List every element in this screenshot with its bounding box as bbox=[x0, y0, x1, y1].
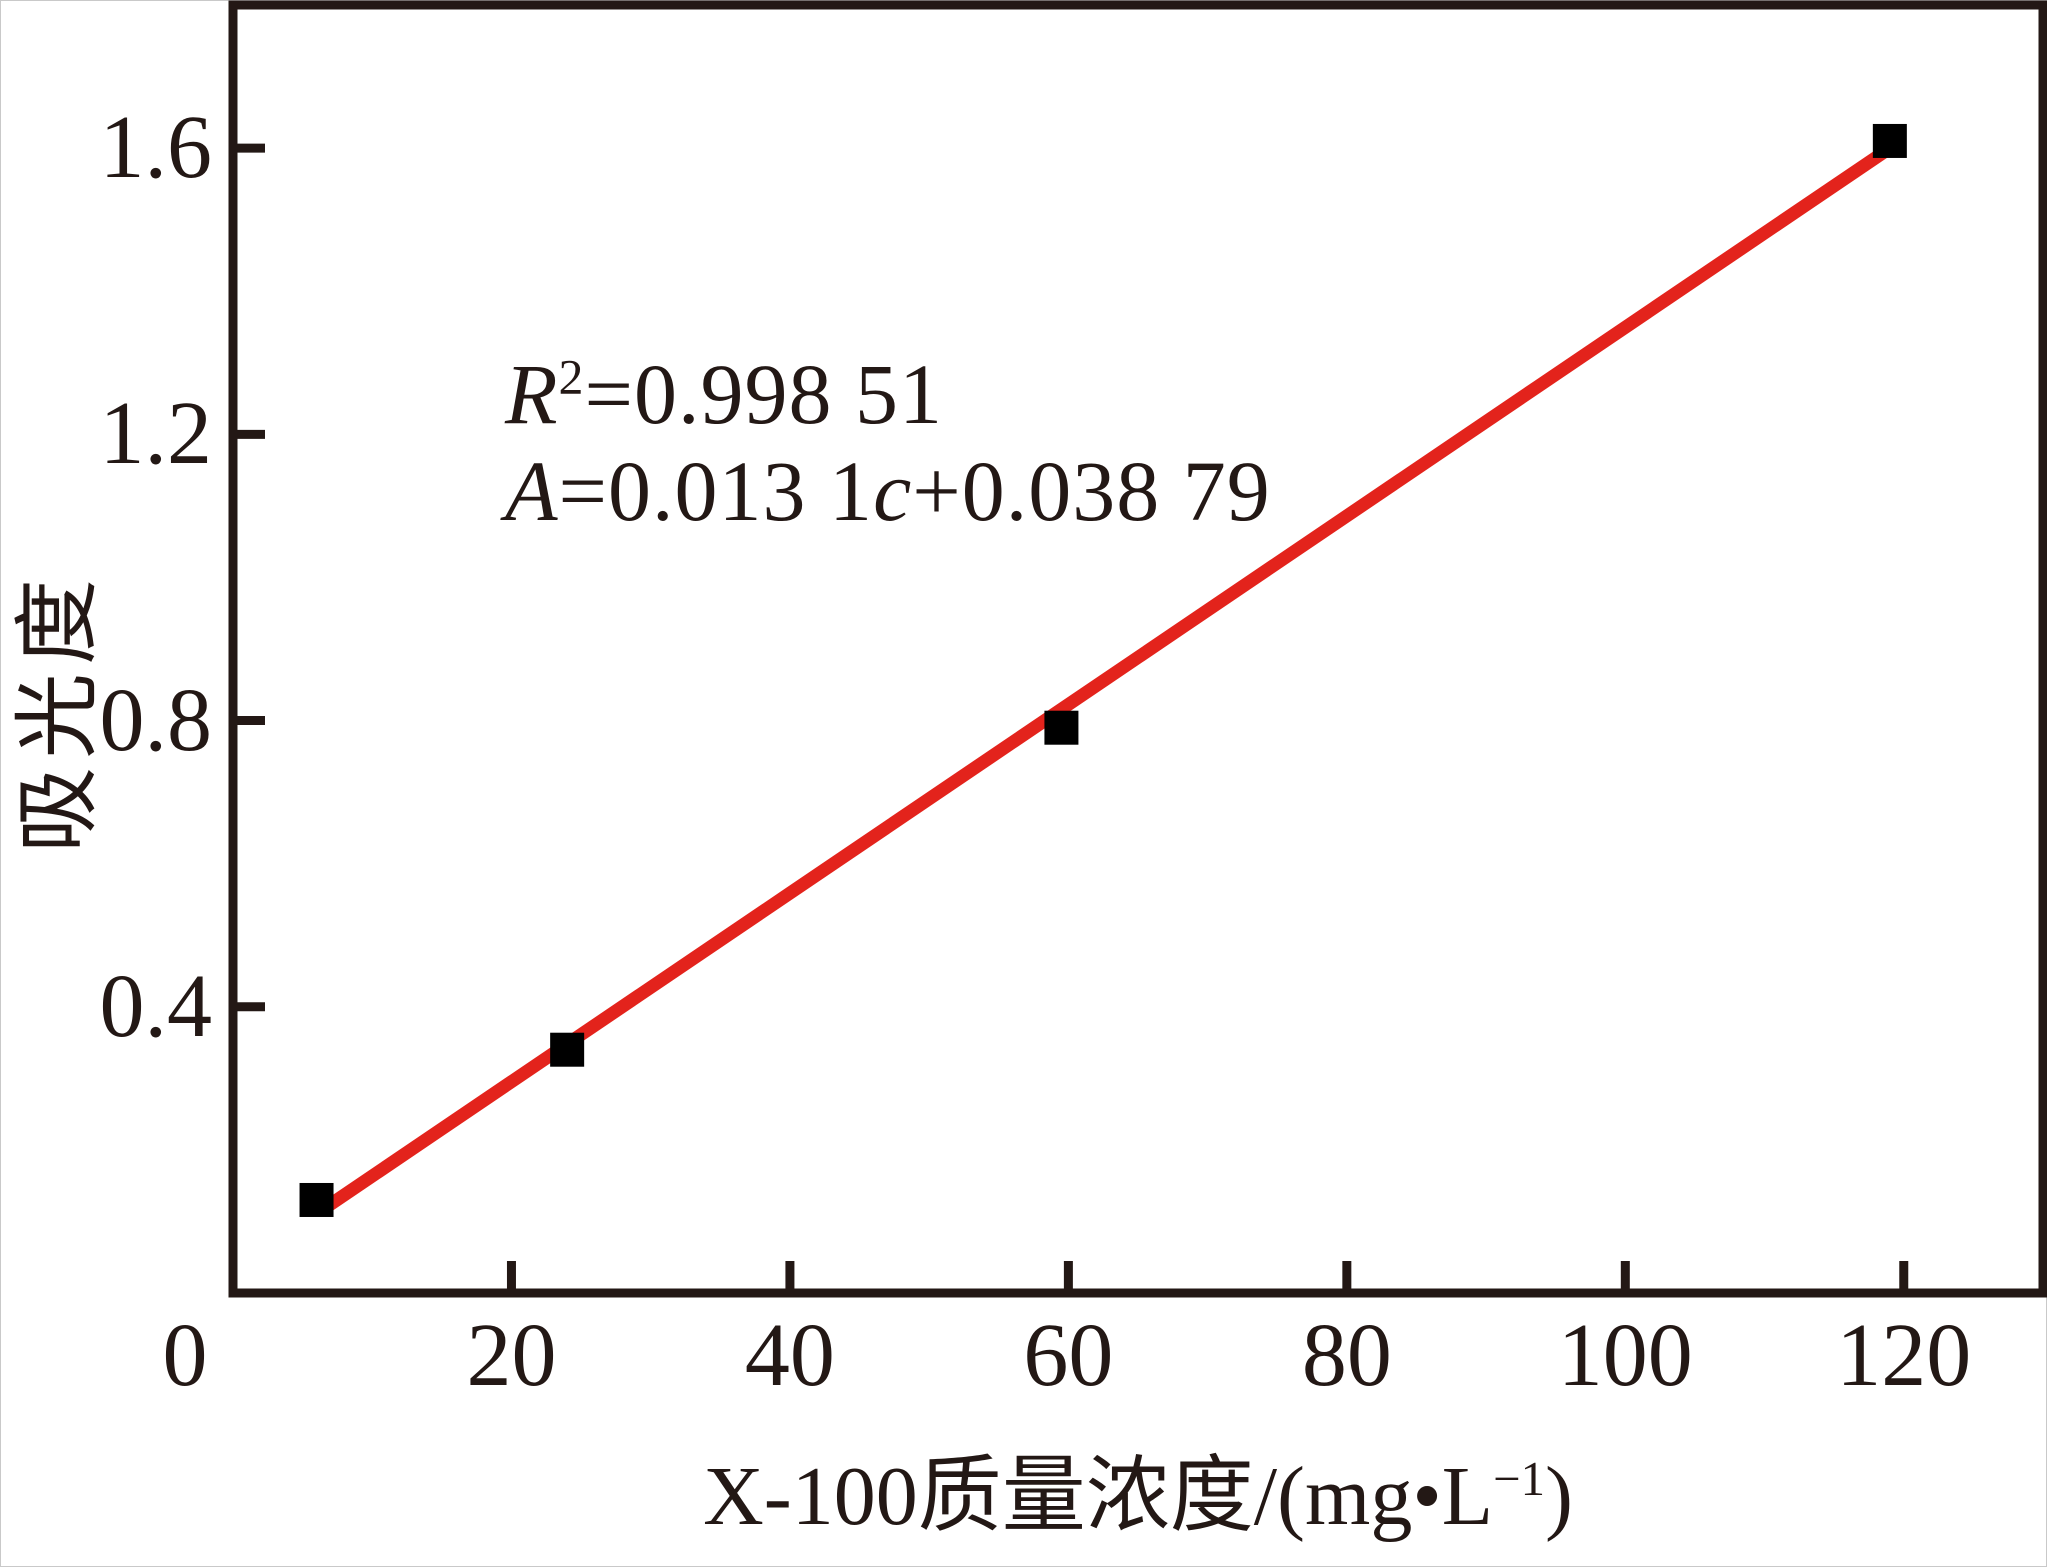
x-axis-title-text: X-100质量浓度/(mg•L bbox=[703, 1450, 1494, 1543]
r-squared-text: R2=0.998 51 bbox=[505, 346, 943, 442]
x-tick-label: 0 bbox=[162, 1306, 208, 1405]
data-point bbox=[1872, 123, 1907, 158]
x-tick-label: 60 bbox=[1023, 1306, 1114, 1405]
y-tick-label: 1.6 bbox=[99, 98, 213, 198]
y-tick-label: 1.2 bbox=[99, 384, 213, 484]
y-tick-label: 0.8 bbox=[99, 670, 213, 770]
x-tick-label: 40 bbox=[744, 1306, 835, 1405]
fit-annotation: R2=0.998 51 A=0.013 1c+0.038 79 bbox=[505, 346, 1271, 540]
y-tick-label: 0.4 bbox=[99, 956, 213, 1056]
x-tick-label: 20 bbox=[466, 1306, 557, 1405]
data-point bbox=[1044, 710, 1079, 745]
x-tick-label: 100 bbox=[1557, 1306, 1693, 1405]
data-point bbox=[299, 1182, 334, 1217]
x-tick-label: 120 bbox=[1836, 1306, 1972, 1405]
plot-frame bbox=[228, 0, 2047, 1298]
x-axis-title-exponent: −1 bbox=[1493, 1452, 1545, 1506]
equation-text: A=0.013 1c+0.038 79 bbox=[505, 443, 1271, 539]
data-point bbox=[550, 1032, 585, 1067]
x-axis-title-close: ) bbox=[1544, 1450, 1573, 1543]
x-axis-title: X-100质量浓度/(mg•L−1) bbox=[233, 1442, 2043, 1552]
x-tick-label: 80 bbox=[1301, 1306, 1392, 1405]
